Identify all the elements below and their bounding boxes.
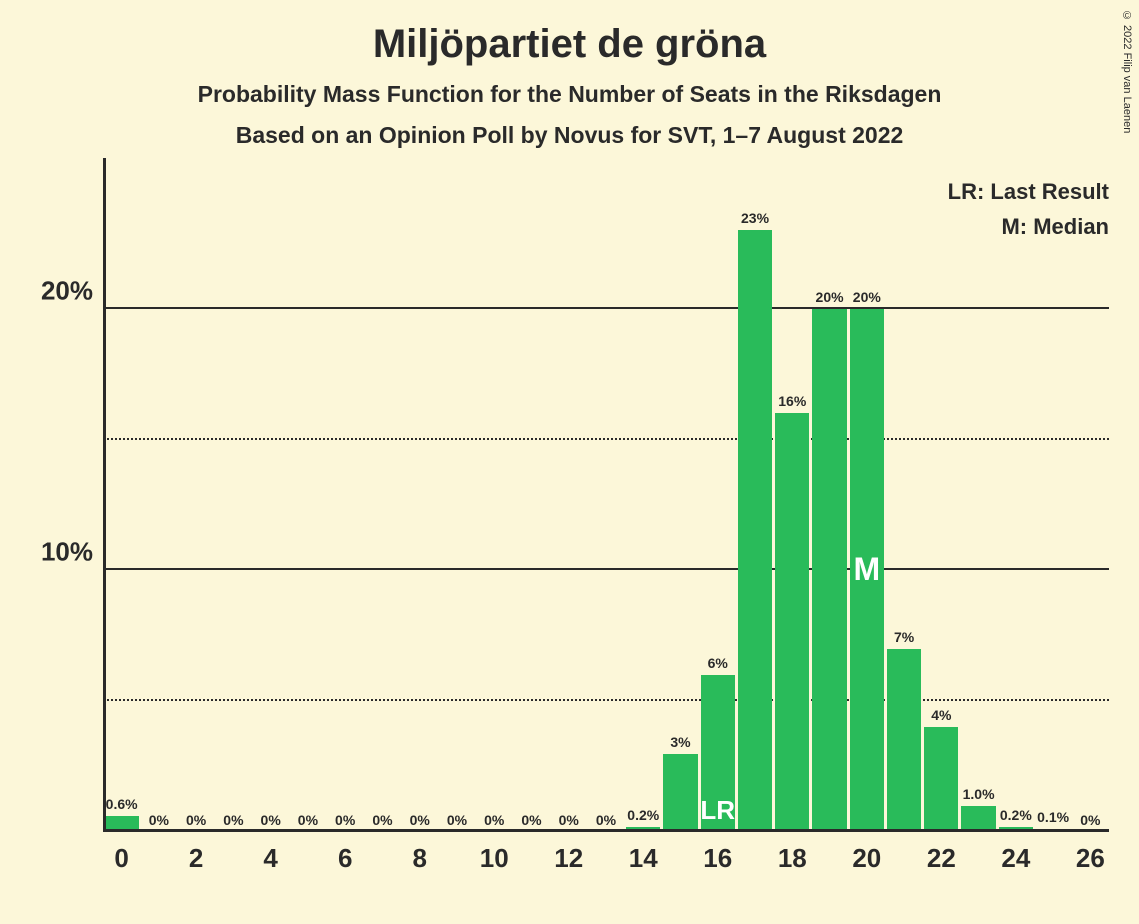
bar-value-label: 0% — [261, 812, 281, 828]
gridline-minor — [103, 438, 1109, 440]
bar-value-label: 16% — [778, 393, 806, 409]
bar-value-label: 0.6% — [106, 796, 138, 812]
bar-value-label: 0% — [186, 812, 206, 828]
x-tick-label: 24 — [1001, 843, 1030, 874]
bar-value-label: 4% — [931, 707, 951, 723]
bar-value-label: 0.2% — [1000, 807, 1032, 823]
x-tick-label: 4 — [263, 843, 277, 874]
bar-value-label: 0% — [559, 812, 579, 828]
bar — [663, 754, 697, 832]
copyright-text: © 2022 Filip van Laenen — [1121, 10, 1133, 133]
x-axis — [103, 829, 1109, 832]
bar-value-label: 20% — [853, 289, 881, 305]
bar-value-label: 0% — [335, 812, 355, 828]
x-tick-label: 0 — [114, 843, 128, 874]
bar-value-label: 0% — [484, 812, 504, 828]
bar-value-label: 0% — [1080, 812, 1100, 828]
bar — [775, 413, 809, 832]
x-tick-label: 12 — [554, 843, 583, 874]
marker-lr: LR — [700, 795, 735, 826]
bar-value-label: 0% — [372, 812, 392, 828]
x-tick-label: 8 — [412, 843, 426, 874]
bar — [887, 649, 921, 832]
bar-value-label: 7% — [894, 629, 914, 645]
bar-value-label: 0% — [223, 812, 243, 828]
x-tick-label: 20 — [852, 843, 881, 874]
x-tick-label: 26 — [1076, 843, 1105, 874]
x-tick-label: 2 — [189, 843, 203, 874]
bar-value-label: 0% — [447, 812, 467, 828]
y-tick-label: 20% — [41, 275, 93, 306]
chart-subtitle-2: Based on an Opinion Poll by Novus for SV… — [0, 122, 1139, 149]
x-tick-label: 18 — [778, 843, 807, 874]
gridline-minor — [103, 699, 1109, 701]
bar-value-label: 0% — [298, 812, 318, 828]
bar — [812, 309, 846, 832]
x-tick-label: 10 — [480, 843, 509, 874]
y-tick-label: 10% — [41, 537, 93, 568]
x-tick-label: 14 — [629, 843, 658, 874]
bar — [924, 727, 958, 832]
bar-value-label: 20% — [816, 289, 844, 305]
bar-value-label: 1.0% — [963, 786, 995, 802]
plot: 10%20%0.6%0%0%0%0%0%0%0%0%0%0%0%0%0%0.2%… — [103, 178, 1109, 832]
chart-area: 10%20%0.6%0%0%0%0%0%0%0%0%0%0%0%0%0%0.2%… — [103, 178, 1109, 832]
x-tick-label: 6 — [338, 843, 352, 874]
bar-value-label: 23% — [741, 210, 769, 226]
bar-value-label: 0.1% — [1037, 809, 1069, 825]
chart-title: Miljöpartiet de gröna — [0, 0, 1139, 67]
x-tick-label: 22 — [927, 843, 956, 874]
bar-value-label: 0% — [410, 812, 430, 828]
marker-median: M — [853, 551, 880, 588]
y-axis — [103, 158, 106, 832]
bar-value-label: 6% — [708, 655, 728, 671]
gridline-major — [103, 568, 1109, 570]
bar-value-label: 0% — [149, 812, 169, 828]
x-tick-label: 16 — [703, 843, 732, 874]
bar-value-label: 0% — [596, 812, 616, 828]
bar-value-label: 3% — [670, 734, 690, 750]
bar-value-label: 0% — [521, 812, 541, 828]
bar — [738, 230, 772, 832]
chart-subtitle-1: Probability Mass Function for the Number… — [0, 81, 1139, 108]
chart-container: © 2022 Filip van Laenen Miljöpartiet de … — [0, 0, 1139, 924]
gridline-major — [103, 307, 1109, 309]
bar-value-label: 0.2% — [627, 807, 659, 823]
